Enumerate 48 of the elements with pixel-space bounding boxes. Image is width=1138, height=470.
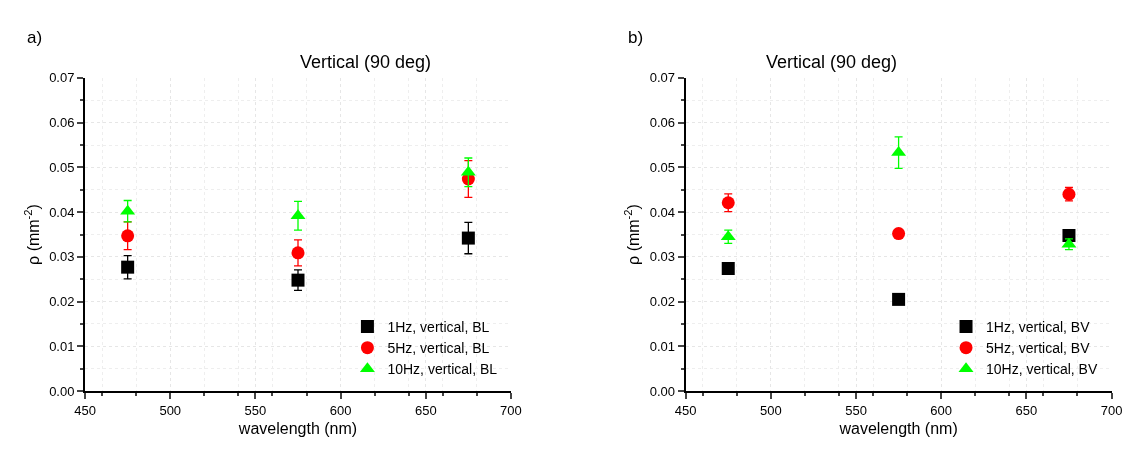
point bbox=[121, 260, 135, 274]
legend-label: 1Hz, vertical, BV bbox=[986, 318, 1091, 335]
legend-label: 5Hz, vertical, BL bbox=[387, 340, 490, 357]
y-tick-label: 0.01 bbox=[49, 338, 75, 354]
point bbox=[121, 229, 135, 243]
y-tick-label: 0.01 bbox=[649, 338, 676, 354]
y-tick-label: 0.06 bbox=[649, 115, 676, 131]
x-tick-label: 600 bbox=[329, 402, 352, 418]
y-tick-label: 0.07 bbox=[649, 70, 676, 86]
point bbox=[892, 227, 906, 241]
legend-label: 10Hz, vertical, BL bbox=[387, 361, 498, 378]
x-tick-label: 450 bbox=[74, 402, 96, 418]
point bbox=[721, 262, 735, 275]
chart-title: Vertical (90 deg) bbox=[766, 52, 898, 72]
y-tick-label: 0.04 bbox=[49, 204, 75, 220]
x-tick-label: 550 bbox=[244, 402, 267, 418]
text: b) bbox=[628, 28, 644, 47]
point bbox=[892, 292, 906, 306]
x-tick-label: 600 bbox=[930, 402, 953, 418]
x-axis-title: wavelength (nm) bbox=[838, 419, 958, 437]
x-tick-label: 500 bbox=[759, 402, 782, 418]
y-tick-label: 0.06 bbox=[49, 115, 75, 131]
x-tick-label: 650 bbox=[1015, 402, 1038, 418]
legend-label: 1Hz, vertical, BL bbox=[387, 318, 490, 335]
text: a) bbox=[27, 28, 43, 47]
legend-label: 5Hz, vertical, BV bbox=[986, 340, 1091, 357]
chart-title: Vertical (90 deg) bbox=[300, 52, 432, 72]
y-tick-label: 0.03 bbox=[649, 249, 676, 265]
y-tick-label: 0.07 bbox=[49, 70, 75, 86]
y-tick-label: 0.00 bbox=[49, 383, 75, 399]
point bbox=[291, 273, 305, 287]
y-tick-label: 0.03 bbox=[49, 249, 75, 265]
point bbox=[461, 231, 475, 245]
x-tick-label: 700 bbox=[1100, 402, 1123, 418]
x-tick-label: 650 bbox=[414, 402, 437, 418]
y-tick-label: 0.02 bbox=[49, 294, 75, 310]
y-tick-label: 0.05 bbox=[649, 159, 676, 175]
y-tick-label: 0.00 bbox=[649, 383, 676, 399]
x-tick-label: 700 bbox=[500, 402, 522, 418]
point bbox=[291, 246, 305, 260]
x-tick-label: 500 bbox=[159, 402, 182, 418]
legend-label: 10Hz, vertical, BV bbox=[986, 361, 1098, 378]
y-tick-label: 0.02 bbox=[649, 294, 676, 310]
y-tick-label: 0.05 bbox=[49, 159, 75, 175]
y-tick-label: 0.04 bbox=[649, 204, 676, 220]
x-tick-label: 550 bbox=[845, 402, 867, 418]
x-axis-title: wavelength (nm) bbox=[237, 419, 358, 437]
x-tick-label: 450 bbox=[674, 402, 697, 418]
